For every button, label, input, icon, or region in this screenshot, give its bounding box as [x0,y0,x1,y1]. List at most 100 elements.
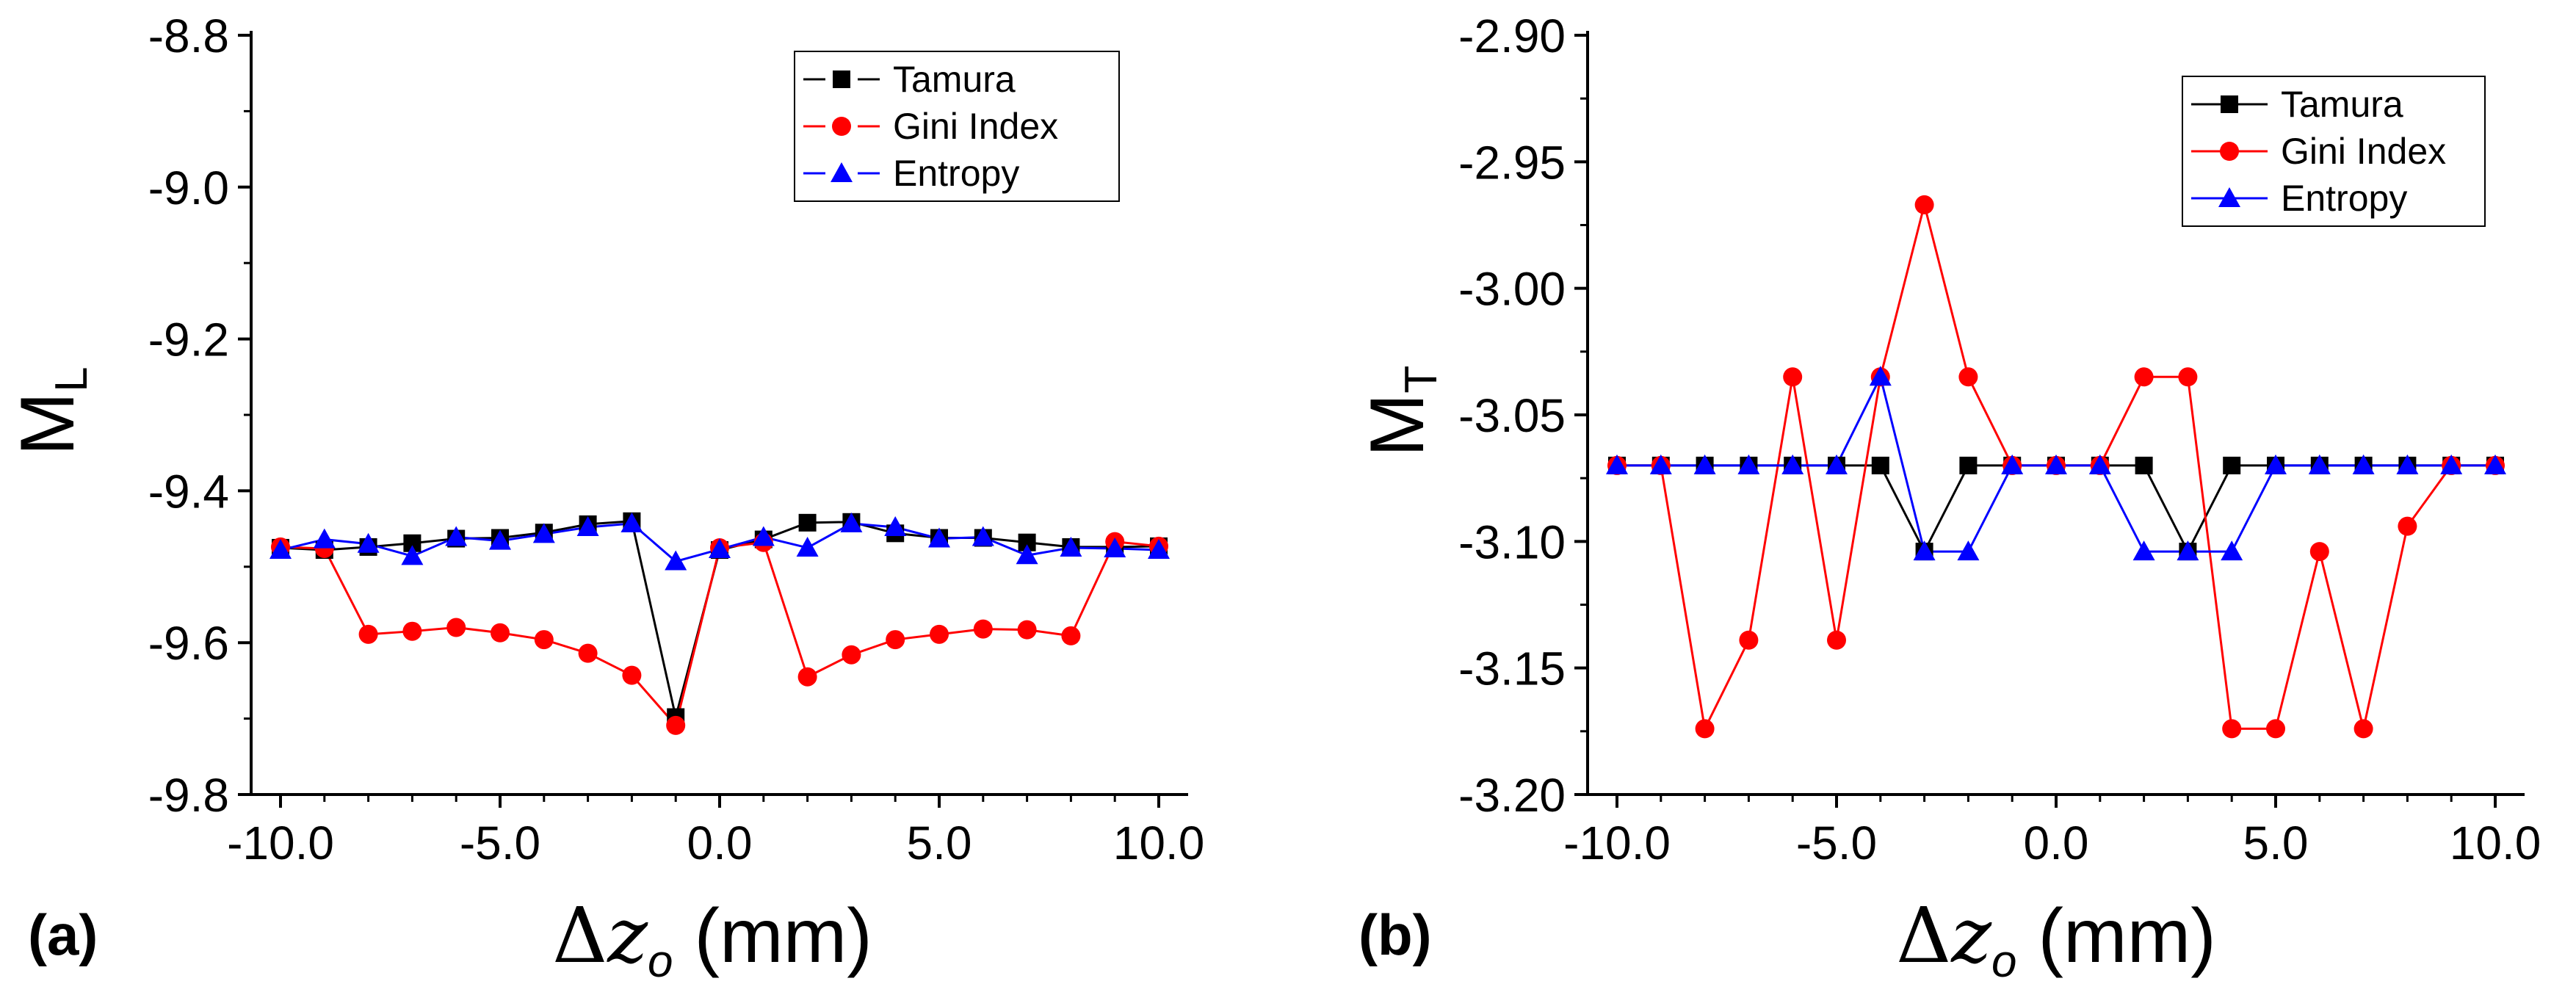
panel-label: (b) [1358,902,1432,967]
x-tick-label: 5.0 [907,817,972,869]
x-tick-label: 0.0 [2024,817,2089,869]
legend-marker-tamura [833,70,850,88]
data-point-entropy [2001,454,2024,474]
data-point-tamura [2223,456,2241,474]
data-point-gini-index [1739,630,1759,650]
data-point-entropy [709,538,731,559]
series-line-tamura [1617,464,2495,554]
data-point-entropy [2484,454,2506,474]
data-point-gini-index [930,624,949,644]
data-point-entropy [796,536,819,557]
data-point-gini-index [666,715,686,735]
x-axis-label-unit: (mm) [673,894,872,979]
legend-label-gini-index: Gini Index [2281,131,2446,172]
data-point-tamura [1871,456,1889,474]
y-tick-label: -3.15 [1458,643,1566,695]
x-tick-label: 0.0 [687,817,753,869]
data-point-entropy [2221,540,2243,561]
y-tick-label: -9.8 [148,769,229,822]
x-axis-label: Δzo (mm) [1896,891,2216,987]
x-axis-label-var: z [606,891,648,980]
data-point-gini-index [1827,630,1846,650]
data-point-entropy [621,512,643,532]
x-tick-label: 10.0 [2450,817,2541,869]
data-point-entropy [532,523,555,543]
data-point-entropy [2265,454,2287,474]
data-point-entropy [1606,454,1628,474]
data-point-gini-index [2178,367,2198,387]
x-tick-label: -5.0 [460,817,540,869]
x-axis-label-sub: o [1991,936,2016,987]
legend-marker-entropy [831,162,853,182]
y-axis-label: MT [1355,366,1447,457]
y-axis-label: ML [5,366,97,455]
data-point-gini-index [446,618,466,637]
legend-label-tamura: Tamura [2281,84,2403,125]
legend-label-entropy: Entropy [893,153,1019,194]
data-point-entropy [1016,544,1038,565]
x-axis-label-delta: Δ [552,891,607,980]
y-axis-label-main: M [5,392,90,456]
y-tick-label: -3.00 [1458,263,1566,316]
y-tick-label: -8.8 [148,10,229,62]
data-point-entropy [2440,454,2463,474]
panel-b-chart: -10.0 -5.0 0.0 5.0 10.0 -3.20 -3.15 -3.10 -3.05 -… [1355,10,2541,987]
data-point-gini-index [797,667,817,687]
data-point-entropy [2088,454,2111,474]
data-point-entropy [1957,540,1980,561]
data-point-entropy [840,512,863,532]
data-point-gini-index [886,630,905,650]
data-point-gini-index [2266,719,2285,739]
x-tick-label: -10.0 [227,817,334,869]
data-point-entropy [1148,539,1170,560]
data-point-gini-index [402,621,422,641]
x-axis-label-unit: (mm) [2016,894,2215,979]
data-point-tamura [2135,456,2153,474]
data-point-entropy [1826,454,1848,474]
legend: Tamura Gini Index Entropy [794,51,1120,202]
panel-label: (a) [28,902,98,967]
x-tick-label: 10.0 [1113,817,1205,869]
data-point-entropy [665,550,687,571]
legend-marker-tamura [2221,95,2238,113]
y-tick-label: -3.20 [1458,769,1566,822]
legend-label-gini-index: Gini Index [893,106,1058,147]
data-point-entropy [2045,454,2067,474]
data-point-gini-index [1783,367,1803,387]
data-point-entropy [576,516,599,537]
y-tick-label: -2.90 [1458,10,1566,62]
x-axis-label-var: z [1950,891,1992,980]
data-point-gini-index [1061,626,1081,645]
data-point-entropy [313,528,336,549]
x-tick-label: 5.0 [2243,817,2309,869]
data-point-entropy [357,532,380,553]
data-point-entropy [928,527,950,548]
legend-label-tamura: Tamura [893,59,1016,100]
data-point-entropy [2177,540,2199,561]
data-point-gini-index [622,665,642,685]
y-axis-label-sub: T [1396,366,1447,394]
y-tick-label: -2.95 [1458,136,1566,189]
data-point-entropy [1693,454,1716,474]
data-point-gini-index [534,630,554,650]
data-point-gini-index [578,643,598,663]
data-point-entropy [489,529,511,550]
data-point-gini-index [973,619,993,639]
x-axis-label-sub: o [648,936,673,987]
data-point-entropy [972,526,994,546]
data-point-gini-index [2222,719,2242,739]
y-tick-label: -9.6 [148,617,229,670]
x-tick-label: -10.0 [1563,817,1671,869]
legend-marker-entropy [2218,187,2240,207]
data-point-entropy [445,526,468,546]
y-tick-label: -9.4 [148,465,229,518]
y-tick-label: -9.0 [148,162,229,214]
data-point-entropy [401,545,424,565]
x-axis-label: Δzo (mm) [552,891,872,987]
data-point-gini-index [1695,719,1715,739]
data-point-entropy [269,539,292,560]
data-point-entropy [752,526,775,546]
data-point-gini-index [2398,516,2417,536]
y-tick-label: -9.2 [148,314,229,366]
